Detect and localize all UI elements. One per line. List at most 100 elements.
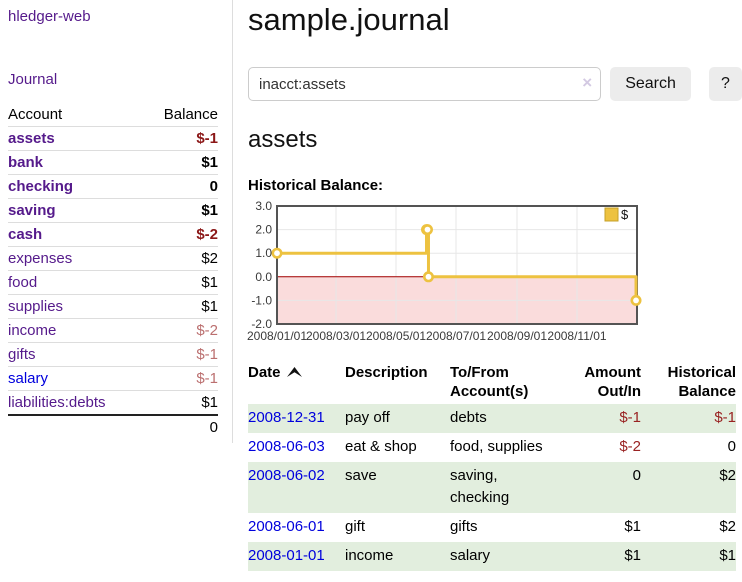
account-balance: $1 <box>142 294 218 319</box>
account-link-liabilities-debts[interactable]: liabilities:debts <box>8 394 106 411</box>
account-link-supplies[interactable]: supplies <box>8 298 64 315</box>
transaction-accounts-cell: food, supplies <box>450 438 543 455</box>
accounts-total-spacer <box>8 414 143 439</box>
transaction-accounts-cell: debts <box>450 409 487 426</box>
account-link-gifts[interactable]: gifts <box>8 346 36 363</box>
help-button[interactable]: ? <box>708 67 742 101</box>
account-link-food[interactable]: food <box>8 274 38 291</box>
search-button[interactable]: Search <box>610 67 691 101</box>
account-balance: $1 <box>142 390 218 415</box>
account-row: checking 0 <box>8 174 218 199</box>
svg-text:2008/03/01: 2008/03/01 <box>306 329 366 343</box>
register-table: Date Description To/From Account(s) Amou… <box>248 363 736 571</box>
accounts-total-balance: 0 <box>142 414 218 439</box>
account-row: liabilities:debts $1 <box>8 390 218 415</box>
svg-text:3.0: 3.0 <box>255 199 272 213</box>
account-balance: $1 <box>142 150 218 175</box>
transaction-date-cell: 2008-01-01 <box>248 542 345 571</box>
sidebar-accounts-table: Account Balance assets $-1 bank $1 checking 0… <box>8 103 218 439</box>
transaction-balance-cell: $1 <box>719 547 736 564</box>
transaction-row: 2008-06-02 save saving, checking 0 $2 <box>248 462 736 513</box>
svg-text:2.0: 2.0 <box>255 223 272 237</box>
account-name-cell: salary <box>8 366 143 391</box>
register-header-description: Description <box>345 364 428 381</box>
register-header-row: Date Description To/From Account(s) Amou… <box>248 363 736 404</box>
svg-text:-2.0: -2.0 <box>251 317 272 331</box>
account-link-cash[interactable]: cash <box>8 226 43 243</box>
account-row: expenses $2 <box>8 246 218 271</box>
transaction-amount-cell: $1 <box>624 547 641 564</box>
account-name-cell: saving <box>8 198 143 223</box>
transaction-balance-cell: 0 <box>727 438 736 455</box>
account-heading: assets <box>248 126 318 153</box>
main-content: sample.journal × Search ? assets Histori… <box>247 0 742 571</box>
register-body: 2008-12-31 pay off debts $-1 $-1 2008-06-03 ea… <box>248 404 736 571</box>
transaction-balance-cell: $2 <box>719 467 736 484</box>
register-header-amount: Amount Out/In <box>584 364 641 400</box>
account-name-cell: food <box>8 270 143 295</box>
account-row: salary $-1 <box>8 366 218 391</box>
transaction-row: 2008-01-01 income salary $1 $1 <box>248 542 736 571</box>
search-input-wrap: × <box>248 67 602 101</box>
transaction-date-link[interactable]: 2008-06-01 <box>248 518 325 535</box>
account-name-cell: assets <box>8 126 143 151</box>
account-row: saving $1 <box>8 198 218 223</box>
account-balance: $-1 <box>142 342 218 367</box>
chart-legend: $ <box>604 207 629 222</box>
register-header-date[interactable]: Date <box>248 363 345 404</box>
svg-text:2008/05/01: 2008/05/01 <box>366 329 426 343</box>
account-name-cell: liabilities:debts <box>8 390 143 415</box>
transaction-row: 2008-06-03 eat & shop food, supplies $-2 0 <box>248 433 736 462</box>
register-header-balance: Historical Balance <box>667 364 736 400</box>
account-row: bank $1 <box>8 150 218 175</box>
account-balance: 0 <box>142 174 218 199</box>
transaction-date-link[interactable]: 2008-06-02 <box>248 467 325 484</box>
account-link-expenses[interactable]: expenses <box>8 250 73 267</box>
account-name-cell: cash <box>8 222 143 247</box>
date-header-label: Date <box>248 364 281 381</box>
clear-search-icon[interactable]: × <box>582 73 593 92</box>
transaction-description-cell: pay off <box>345 409 390 426</box>
transaction-description-cell: save <box>345 467 377 484</box>
transaction-accounts-cell: saving, checking <box>450 467 510 506</box>
account-link-checking[interactable]: checking <box>8 178 74 195</box>
accounts-header-row: Account Balance <box>8 103 218 127</box>
transaction-date-cell: 2008-06-01 <box>248 513 345 542</box>
transaction-date-cell: 2008-12-31 <box>248 404 345 433</box>
account-link-assets[interactable]: assets <box>8 130 55 147</box>
page-title: sample.journal <box>248 2 450 37</box>
sidebar: hledger-web Journal Account Balance asse… <box>0 0 233 443</box>
account-balance: $-2 <box>142 318 218 343</box>
account-balance: $1 <box>142 198 218 223</box>
sidebar-accounts-body: assets $-1 bank $1 checking 0 saving $1 cash $-2 e… <box>8 126 218 415</box>
svg-text:0.0: 0.0 <box>255 270 272 284</box>
svg-text:2008/07/01: 2008/07/01 <box>426 329 486 343</box>
app-brand-link[interactable]: hledger-web <box>8 8 91 25</box>
historical-balance-chart: $3.0 2.0 1.0 0.0 -1.0 -2.0 2008/01/01 2008/03/0… <box>247 199 642 345</box>
transaction-date-link[interactable]: 2008-12-31 <box>248 409 325 426</box>
account-link-saving[interactable]: saving <box>8 202 56 219</box>
account-name-cell: gifts <box>8 342 143 367</box>
accounts-header-balance: Balance <box>163 106 218 123</box>
svg-text:1.0: 1.0 <box>255 246 272 260</box>
transaction-date-cell: 2008-06-03 <box>248 433 345 462</box>
transaction-accounts-cell: gifts <box>450 518 478 535</box>
account-balance: $-1 <box>142 366 218 391</box>
search-input[interactable] <box>248 67 602 101</box>
sidebar-item-journal[interactable]: Journal <box>8 71 58 88</box>
account-link-income[interactable]: income <box>8 322 57 339</box>
transaction-row: 2008-06-01 gift gifts $1 $2 <box>248 513 736 542</box>
account-row: supplies $1 <box>8 294 218 319</box>
account-link-bank[interactable]: bank <box>8 154 44 171</box>
account-name-cell: income <box>8 318 143 343</box>
transaction-amount-cell: $-1 <box>619 409 641 426</box>
transaction-balance-cell: $-1 <box>714 409 736 426</box>
account-name-cell: bank <box>8 150 143 175</box>
transaction-date-link[interactable]: 2008-01-01 <box>248 547 325 564</box>
account-row: assets $-1 <box>8 126 218 151</box>
svg-text:2008/11/01: 2008/11/01 <box>547 329 606 343</box>
search-form: × Search ? <box>248 67 742 101</box>
transaction-date-link[interactable]: 2008-06-03 <box>248 438 325 455</box>
account-balance: $2 <box>142 246 218 271</box>
account-link-salary[interactable]: salary <box>8 370 49 387</box>
